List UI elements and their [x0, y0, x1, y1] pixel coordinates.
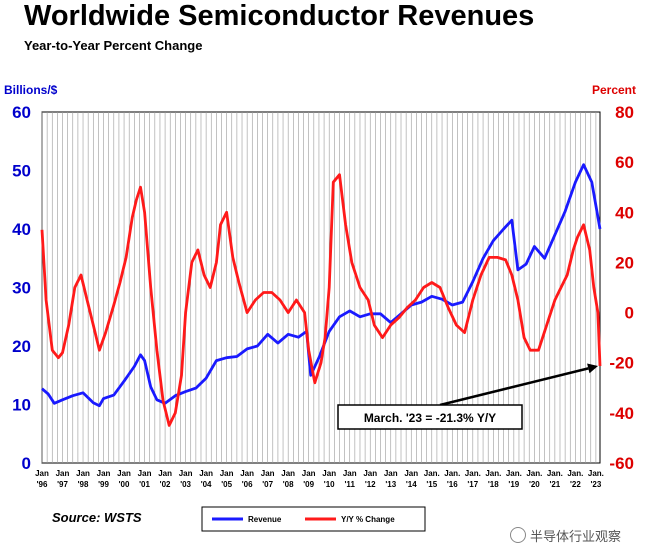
x-tick-year: '02	[160, 480, 171, 489]
x-tick-month: Jan	[261, 469, 275, 478]
x-tick-month: Jan.	[547, 469, 563, 478]
revenue-series-line	[41, 163, 602, 408]
left-tick-label: 30	[12, 279, 31, 298]
annotation-box	[337, 404, 523, 430]
x-tick-year: '01	[139, 480, 150, 489]
x-tick-year: '96	[37, 480, 48, 489]
left-tick-label: 40	[12, 220, 31, 239]
x-tick-year: '23	[590, 480, 601, 489]
x-tick-month: Jan	[404, 469, 418, 478]
x-tick-month: Jan	[199, 469, 213, 478]
x-tick-year: '18	[488, 480, 499, 489]
x-tick-year: '00	[119, 480, 130, 489]
x-tick-month: Jan	[281, 469, 295, 478]
left-tick-label: 20	[12, 337, 31, 356]
right-tick-label: 80	[615, 103, 634, 122]
x-tick-month: Jan	[56, 469, 70, 478]
x-tick-month: Jan.	[444, 469, 460, 478]
x-tick-month: Jan	[35, 469, 49, 478]
x-tick-month: Jan.	[485, 469, 501, 478]
x-tick-year: '07	[262, 480, 273, 489]
x-tick-month: Jan	[363, 469, 377, 478]
x-tick-year: '97	[57, 480, 68, 489]
x-tick-year: '17	[467, 480, 478, 489]
right-axis-ticks: -60 -40 -20 0 20 40 60 80	[609, 103, 634, 473]
annotation-arrow-head	[587, 363, 598, 374]
x-tick-year: '19	[508, 480, 519, 489]
left-tick-label: 10	[12, 396, 31, 415]
x-tick-month: Jan.	[465, 469, 481, 478]
x-tick-month: Jan	[158, 469, 172, 478]
right-axis-title: Percent	[592, 83, 636, 97]
x-tick-month: Jan	[117, 469, 131, 478]
x-tick-year: '16	[447, 480, 458, 489]
annotation-arrow	[439, 367, 589, 407]
x-tick-month: Jan	[384, 469, 398, 478]
x-tick-year: '99	[98, 480, 109, 489]
watermark-text: 半导体行业观察	[530, 529, 622, 544]
x-tick-year: '06	[242, 480, 253, 489]
x-tick-year: '04	[201, 480, 212, 489]
x-tick-year: '22	[570, 480, 581, 489]
left-axis-title: Billions/$	[4, 83, 58, 97]
annotation-text: March. '23 = -21.3% Y/Y	[364, 411, 496, 425]
right-tick-label: 60	[615, 153, 634, 172]
x-tick-year: '05	[221, 480, 232, 489]
x-tick-year: '20	[529, 480, 540, 489]
x-tick-year: '12	[365, 480, 376, 489]
x-tick-year: '11	[345, 480, 356, 489]
source-note: Source: WSTS	[52, 510, 142, 525]
right-tick-label: -20	[609, 354, 634, 373]
x-tick-month: Jan	[220, 469, 234, 478]
x-tick-year: '09	[303, 480, 314, 489]
chart-title: Worldwide Semiconductor Revenues	[24, 0, 535, 32]
x-tick-year: '08	[283, 480, 294, 489]
right-tick-label: -60	[609, 454, 634, 473]
x-tick-month: Jan	[343, 469, 357, 478]
x-tick-month: Jan	[322, 469, 336, 478]
x-tick-month: Jan.	[588, 469, 604, 478]
left-tick-label: 50	[12, 162, 31, 181]
left-axis-ticks: 0 10 20 30 40 50 60	[12, 103, 31, 473]
right-tick-label: 20	[615, 253, 634, 272]
right-tick-label: 0	[625, 304, 634, 323]
x-tick-month: Jan	[179, 469, 193, 478]
yoy-series-line	[40, 173, 602, 427]
x-tick-month: Jan	[138, 469, 152, 478]
x-axis-ticks: Jan '96 Jan '97 Jan '98 Jan '99 Jan '00 Jan '01 Jan '…	[35, 469, 604, 489]
legend-revenue-label: Revenue	[248, 515, 282, 524]
x-tick-year: '21	[549, 480, 560, 489]
legend-yoy-label: Y/Y % Change	[341, 515, 395, 524]
x-tick-month: Jan	[240, 469, 254, 478]
wechat-icon	[510, 527, 526, 543]
x-tick-year: '10	[324, 480, 335, 489]
x-tick-year: '14	[406, 480, 417, 489]
grid-lines	[41, 112, 597, 463]
x-tick-year: '15	[426, 480, 437, 489]
watermark: 半导体行业观察	[510, 526, 621, 545]
left-tick-label: 0	[22, 454, 31, 473]
x-tick-month: Jan.	[506, 469, 522, 478]
x-tick-month: Jan	[302, 469, 316, 478]
x-tick-month: Jan	[76, 469, 90, 478]
x-tick-month: Jan	[97, 469, 111, 478]
x-tick-month: Jan.	[526, 469, 542, 478]
x-tick-month: Jan.	[567, 469, 583, 478]
chart-subtitle: Year-to-Year Percent Change	[24, 38, 203, 53]
x-tick-year: '98	[78, 480, 89, 489]
left-tick-label: 60	[12, 103, 31, 122]
right-tick-label: -40	[609, 404, 634, 423]
x-tick-year: '03	[180, 480, 191, 489]
x-tick-month: Jan.	[424, 469, 440, 478]
legend: Revenue Y/Y % Change	[201, 506, 426, 532]
x-tick-year: '13	[385, 480, 396, 489]
right-tick-label: 40	[615, 203, 634, 222]
